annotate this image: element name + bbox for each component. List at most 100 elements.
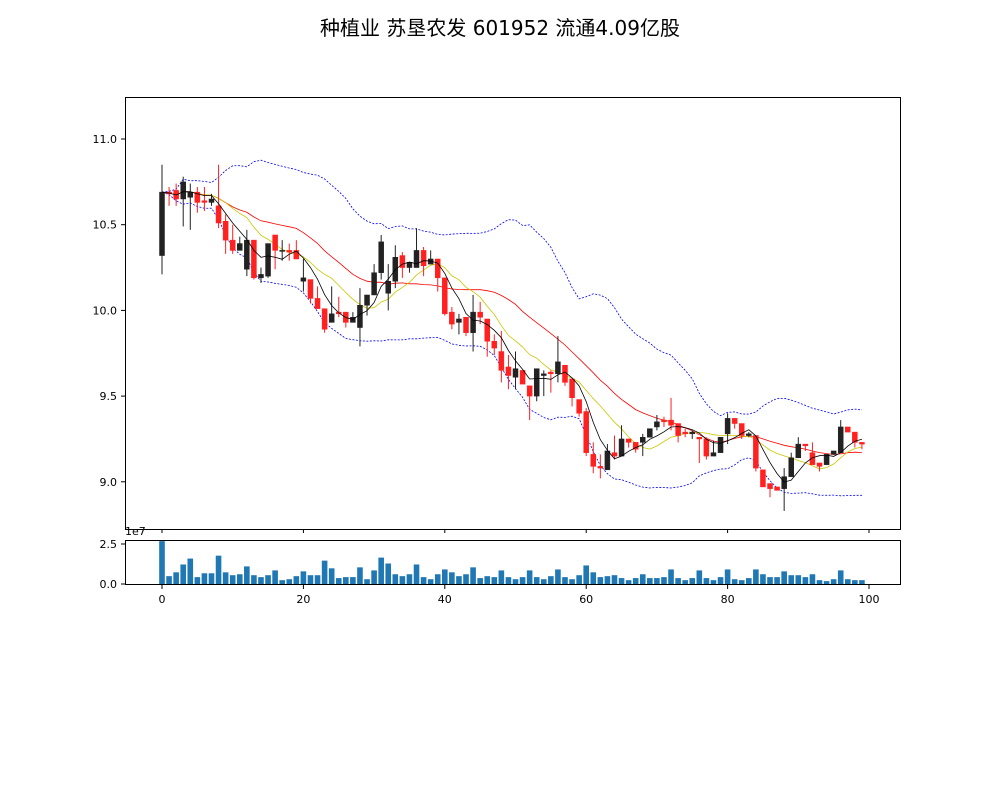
x-tick-label: 0 xyxy=(159,593,166,606)
candle-body xyxy=(484,318,490,342)
candle xyxy=(229,224,236,254)
volume-bar xyxy=(279,580,285,584)
candle-body xyxy=(661,419,667,423)
y-tick-label: 10.0 xyxy=(93,304,118,317)
volume-bar xyxy=(505,577,512,584)
volume-bar xyxy=(477,578,483,584)
volume-bar xyxy=(760,574,766,584)
volume-bar xyxy=(823,581,830,584)
candle-body xyxy=(399,255,406,268)
candle xyxy=(845,426,851,433)
volume-bar xyxy=(597,577,604,584)
candle-body xyxy=(788,457,794,477)
volume-bar xyxy=(583,565,589,584)
candle-body xyxy=(590,454,597,467)
candle-body xyxy=(258,274,264,279)
volume-tick-label: 0.0 xyxy=(100,578,118,591)
volume-bar xyxy=(767,577,773,584)
volume-bar xyxy=(427,579,434,584)
candle-body xyxy=(802,443,809,447)
volume-bar xyxy=(852,580,858,584)
volume-bar xyxy=(788,575,795,584)
candle-body xyxy=(159,191,165,256)
candle xyxy=(731,418,738,429)
volume-bar xyxy=(738,580,745,584)
candle xyxy=(682,428,688,438)
candle-body xyxy=(809,452,816,465)
x-tick-label: 20 xyxy=(296,593,310,606)
candle-body xyxy=(364,294,370,306)
candle xyxy=(689,430,695,439)
candle-body xyxy=(491,341,498,349)
candle xyxy=(512,351,519,390)
candle-body xyxy=(215,205,222,224)
candle-body xyxy=(830,450,837,455)
bollinger-upper-line xyxy=(161,159,862,417)
candle xyxy=(222,214,229,254)
candle xyxy=(258,267,264,283)
candle-body xyxy=(194,191,201,203)
candle-body xyxy=(583,411,589,453)
candle xyxy=(746,432,752,438)
volume-panel xyxy=(159,541,865,584)
volume-bar xyxy=(816,580,823,584)
x-tick-label: 60 xyxy=(579,593,593,606)
volume-bar xyxy=(392,574,399,584)
candle-body xyxy=(208,198,215,203)
volume-bar xyxy=(548,576,554,584)
candle-body xyxy=(526,385,533,397)
candle-body xyxy=(505,366,512,376)
x-tick-label: 100 xyxy=(859,593,880,606)
candle-body xyxy=(300,277,307,282)
candle-body xyxy=(279,250,285,252)
candle xyxy=(307,279,314,304)
candle-body xyxy=(229,239,236,251)
candle xyxy=(717,436,724,453)
candle-body xyxy=(845,426,851,433)
candle-body xyxy=(251,239,257,279)
candle xyxy=(795,437,802,459)
candle-body xyxy=(668,419,674,426)
candle xyxy=(625,438,632,448)
volume-bar xyxy=(208,573,215,584)
ma10-line xyxy=(161,191,862,470)
candle-body xyxy=(498,351,505,371)
volume-bar xyxy=(272,570,278,584)
candle xyxy=(618,425,625,457)
candle xyxy=(187,183,194,230)
volume-bar xyxy=(703,578,710,584)
volume-bar xyxy=(859,580,865,584)
volume-bar xyxy=(449,572,455,584)
candle xyxy=(251,239,257,280)
volume-scale-label: 1e7 xyxy=(125,525,146,538)
candle xyxy=(852,431,858,448)
candle xyxy=(724,413,731,445)
volume-bar xyxy=(321,560,328,584)
volume-bar xyxy=(343,577,349,584)
volume-bar xyxy=(434,574,441,584)
candle-body xyxy=(222,221,229,241)
candle xyxy=(470,294,476,352)
volume-bar xyxy=(618,578,625,584)
candle xyxy=(392,245,399,289)
candle-body xyxy=(314,298,321,309)
candle-body xyxy=(604,450,611,471)
volume-bar xyxy=(442,569,448,584)
volume-bar xyxy=(244,566,250,584)
volume-bar xyxy=(562,577,568,584)
volume-bar xyxy=(498,570,505,584)
candle xyxy=(597,454,604,479)
candle xyxy=(498,330,505,383)
price-axes-frame xyxy=(125,97,901,530)
volume-bar xyxy=(328,568,335,584)
candle xyxy=(859,442,865,450)
volume-bar xyxy=(731,579,738,584)
y-tick-label: 10.5 xyxy=(93,219,118,232)
candle-body xyxy=(746,433,752,436)
volume-bar xyxy=(385,563,392,584)
x-tick-label: 40 xyxy=(438,593,452,606)
candle xyxy=(272,234,278,270)
volume-bar xyxy=(293,576,300,584)
volume-axes-frame xyxy=(125,540,901,585)
